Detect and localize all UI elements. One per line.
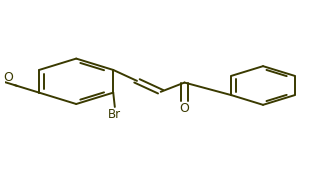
Text: O: O [3,71,13,84]
Text: Br: Br [108,108,121,121]
Text: O: O [180,102,189,115]
